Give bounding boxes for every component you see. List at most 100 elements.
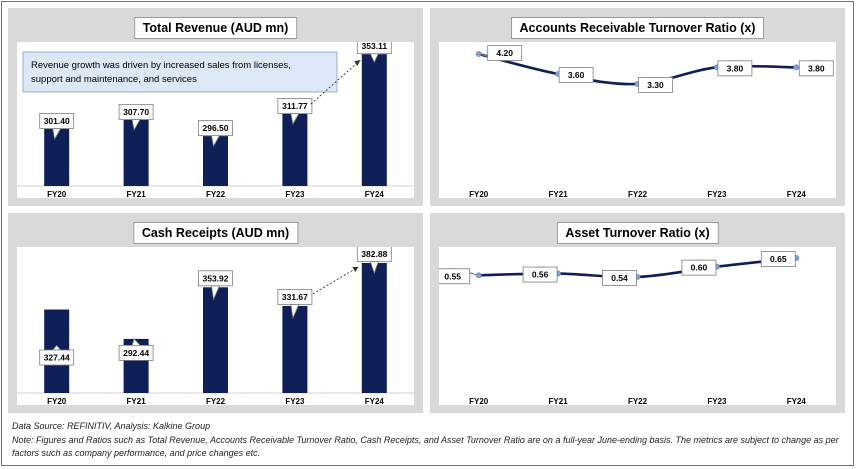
data-label-FY23-box xyxy=(681,259,717,276)
data-label-FY21: 292.44 xyxy=(118,338,154,361)
asset-turnover-title: Asset Turnover Ratio (x) xyxy=(556,222,719,244)
cash-receipts-panel: Cash Receipts (AUD mn) FY20 327.44 FY21 292… xyxy=(8,213,423,413)
data-label-FY23: 3.80 xyxy=(716,60,753,77)
data-label-FY23-box xyxy=(277,98,313,114)
tick-label-FY24: FY24 xyxy=(787,397,807,405)
tick-label-FY23: FY23 xyxy=(285,397,305,405)
growth-arrow-line xyxy=(312,266,359,295)
data-label-FY20: 4.20 xyxy=(478,45,523,61)
data-label-FY22-text: 296.50 xyxy=(203,123,229,133)
tick-label-FY23: FY23 xyxy=(285,190,305,198)
cash-receipts-chart: FY20 327.44 FY21 292.44 FY22 353.92 FY23 331.67… xyxy=(17,247,414,405)
data-label-FY23-text: 331.67 xyxy=(282,292,308,302)
tick-label-FY22: FY22 xyxy=(628,190,648,198)
data-label-FY22-box xyxy=(602,270,637,286)
data-label-FY22-text: 3.30 xyxy=(647,80,664,90)
data-label-FY22-text: 0.54 xyxy=(611,273,628,283)
data-label-FY22: 296.50 xyxy=(198,120,233,148)
data-label-FY24: 0.65 xyxy=(760,251,797,267)
note-text-line2: factors such as company performance, and… xyxy=(12,448,261,458)
bar-FY21 xyxy=(123,119,149,186)
annotation-callout: Revenue growth was driven by increased s… xyxy=(22,51,338,93)
data-label-FY20-text: 4.20 xyxy=(496,48,513,58)
note-text-line1: Note: Figures and Ratios such as Total R… xyxy=(12,435,839,445)
data-label-FY23-text: 0.60 xyxy=(691,263,708,273)
data-label-FY24: 353.11 xyxy=(356,42,392,64)
data-label-FY21-box xyxy=(558,67,594,83)
data-label-FY24-text: 3.80 xyxy=(808,63,825,73)
asset-turnover-panel: Asset Turnover Ratio (x) 0.55 FY20 0.56 FY2… xyxy=(430,213,845,413)
data-label-FY20-box xyxy=(487,45,523,61)
tick-label-FY21: FY21 xyxy=(127,190,147,198)
data-label-FY21-text: 307.70 xyxy=(123,107,149,117)
tick-label-FY20: FY20 xyxy=(47,397,67,405)
bar-FY22 xyxy=(203,287,228,393)
tick-label-FY20: FY20 xyxy=(469,190,489,198)
data-label-FY22: 3.30 xyxy=(637,77,673,93)
data-label-FY20-text: 0.55 xyxy=(444,271,461,281)
data-label-FY24: 382.88 xyxy=(356,247,392,275)
tick-label-FY22: FY22 xyxy=(206,190,226,198)
data-source-text: Data Source: REFINITIV, Analysis: Kalkin… xyxy=(12,421,211,431)
ar-turnover-panel: Accounts Receivable Turnover Ratio (x) 4… xyxy=(430,8,845,206)
data-label-FY23-text: 3.80 xyxy=(727,63,744,73)
data-label-FY24-text: 353.11 xyxy=(362,42,388,51)
annotation-text-line1: Revenue growth was driven by increased s… xyxy=(31,60,291,71)
data-label-FY24-text: 382.88 xyxy=(361,249,387,259)
growth-arrow-head xyxy=(354,60,361,67)
data-label-FY21: 307.70 xyxy=(118,103,154,132)
cash-receipts-title: Cash Receipts (AUD mn) xyxy=(132,222,299,244)
data-label-FY20: 301.40 xyxy=(39,113,75,141)
data-label-FY20: 327.44 xyxy=(39,344,75,366)
tick-label-FY22: FY22 xyxy=(206,397,226,405)
data-label-FY23-text: 311.77 xyxy=(282,101,308,111)
tick-label-FY23: FY23 xyxy=(707,190,727,198)
data-label-FY23-box xyxy=(277,289,313,305)
tick-label-FY21: FY21 xyxy=(549,397,569,405)
data-label-FY20-box xyxy=(39,349,75,366)
tick-label-FY24: FY24 xyxy=(787,190,807,198)
total-revenue-panel: Total Revenue (AUD mn) FY20 301.40 FY21 307… xyxy=(8,8,423,206)
data-label-FY20-box xyxy=(39,113,75,129)
growth-arrow-head xyxy=(352,266,359,272)
tick-label-FY20: FY20 xyxy=(469,397,489,405)
data-label-FY23: 0.60 xyxy=(681,259,718,276)
data-label-FY24-box xyxy=(798,60,834,77)
tick-label-FY23: FY23 xyxy=(707,397,727,405)
bar-FY24 xyxy=(361,54,387,186)
data-label-FY24-box xyxy=(760,251,796,267)
data-label-FY20: 0.55 xyxy=(439,268,479,285)
bar-FY23 xyxy=(282,113,308,186)
data-label-FY24: 3.80 xyxy=(796,60,834,77)
data-label-FY22-box xyxy=(198,120,233,136)
data-label-FY22: 353.92 xyxy=(198,270,233,301)
data-label-FY21-text: 3.60 xyxy=(568,70,585,80)
data-label-FY21-box xyxy=(522,266,558,283)
data-label-FY21-text: 292.44 xyxy=(123,348,149,358)
annotation-text-line2: support and maintenance, and services xyxy=(31,74,197,85)
data-label-FY20-text: 327.44 xyxy=(44,353,70,363)
bar-FY23 xyxy=(282,305,308,393)
data-label-FY21: 3.60 xyxy=(557,67,594,83)
ar-turnover-chart: 4.20 FY20 3.60 FY21 3.30 FY22 3.80 FY23 3.80 FY24 xyxy=(439,42,836,198)
data-label-FY24-box xyxy=(356,247,392,262)
tick-label-FY21: FY21 xyxy=(549,190,569,198)
bar-FY20 xyxy=(44,128,70,186)
data-label-FY21-box xyxy=(118,103,154,120)
data-label-FY22-box xyxy=(198,270,233,287)
data-label-FY23: 311.77 xyxy=(277,98,313,126)
total-revenue-chart: FY20 301.40 FY21 307.70 FY22 296.50 FY23 311.77… xyxy=(17,42,414,198)
data-label-FY22-box xyxy=(638,77,673,93)
data-label-FY24-text: 0.65 xyxy=(770,254,787,264)
data-label-FY23-box xyxy=(717,60,753,77)
bar-FY24 xyxy=(361,262,387,393)
data-label-FY23: 331.67 xyxy=(277,289,313,320)
growth-arrow-line xyxy=(310,59,361,105)
data-label-FY22-text: 353.92 xyxy=(203,273,229,283)
tick-label-FY24: FY24 xyxy=(365,190,385,198)
tick-label-FY24: FY24 xyxy=(365,397,385,405)
tick-label-FY22: FY22 xyxy=(628,397,648,405)
annotation-box xyxy=(22,51,338,93)
tick-label-FY20: FY20 xyxy=(47,190,67,198)
